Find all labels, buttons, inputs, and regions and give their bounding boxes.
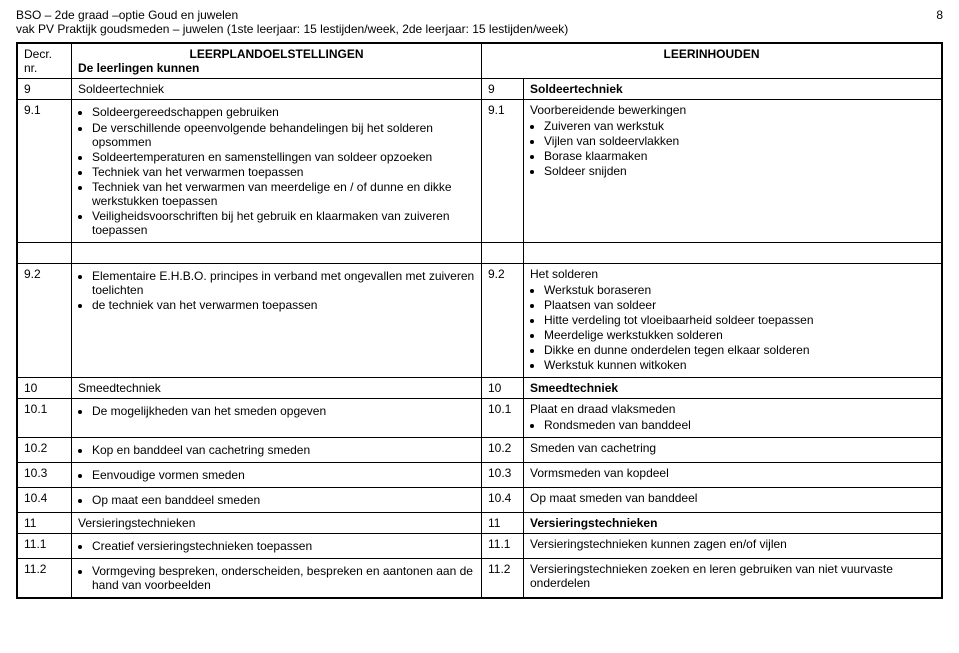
page-number: 8 [936, 8, 943, 22]
right-9-1-intro: Voorbereidende bewerkingen [530, 103, 686, 117]
header-line-2: vak PV Praktijk goudsmeden – juwelen (1s… [16, 22, 943, 36]
li-9-2-b1: Elementaire E.H.B.O. principes in verban… [92, 269, 475, 297]
nr-11-2r: 11.2 [482, 559, 524, 598]
row-9-1: 9.1 Soldeergereedschappen gebruiken De v… [18, 100, 942, 243]
right-10-3: Vormsmeden van kopdeel [524, 463, 942, 488]
right-9-2: Het solderen Werkstuk boraseren Plaatsen… [524, 264, 942, 378]
right-9-1: Voorbereidende bewerkingen Zuiveren van … [524, 100, 942, 243]
li-11-2-b1: Vormgeving bespreken, onderscheiden, bes… [92, 564, 475, 592]
nr-10r: 10 [482, 378, 524, 399]
right-9: Soldeertechniek [524, 79, 942, 100]
li-9-2-b2: de techniek van het verwarmen toepassen [92, 298, 475, 312]
li-r9-2-b2: Plaatsen van soldeer [544, 298, 935, 312]
li-10-1-b1: De mogelijkheden van het smeden opgeven [92, 404, 475, 418]
nr-10: 10 [18, 378, 72, 399]
left-11-2: Vormgeving bespreken, onderscheiden, bes… [72, 559, 482, 598]
right-10-1-l1: Plaat en draad vlaksmeden [530, 402, 675, 416]
left-10-2: Kop en banddeel van cachetring smeden [72, 438, 482, 463]
li-r9-1-b4: Soldeer snijden [544, 164, 935, 178]
nr-11r: 11 [482, 513, 524, 534]
row-11-2: 11.2 Vormgeving bespreken, onderscheiden… [18, 559, 942, 598]
table-header-row: Decr. nr. LEERPLANDOELSTELLINGEN De leer… [18, 44, 942, 79]
li-10-2-b1: Kop en banddeel van cachetring smeden [92, 443, 475, 457]
nr-10-3: 10.3 [18, 463, 72, 488]
li-9-1-b1: De verschillende opeenvolgende behandeli… [92, 121, 475, 149]
li-r9-2-b6: Werkstuk kunnen witkoken [544, 358, 935, 372]
header-right: LEERINHOUDEN [482, 44, 942, 79]
spacer-row [18, 243, 942, 264]
row-11-1: 11.1 Creatief versieringstechnieken toep… [18, 534, 942, 559]
right-9-2-intro: Het solderen [530, 267, 598, 281]
li-10-4-b1: Op maat een banddeel smeden [92, 493, 475, 507]
nr-9-2r: 9.2 [482, 264, 524, 378]
right-10-1: Plaat en draad vlaksmeden Rondsmeden van… [524, 399, 942, 438]
li-r9-2-b3: Hitte verdeling tot vloeibaarheid soldee… [544, 313, 935, 327]
nr-9: 9 [18, 79, 72, 100]
right-10: Smeedtechniek [524, 378, 942, 399]
heading-leerplandoelstellingen: LEERPLANDOELSTELLINGEN [189, 47, 363, 61]
nr-11: 11 [18, 513, 72, 534]
right-11-2: Versieringstechnieken zoeken en leren ge… [524, 559, 942, 598]
li-9-1-b5: Veiligheidsvoorschriften bij het gebruik… [92, 209, 475, 237]
curriculum-table-frame: Decr. nr. LEERPLANDOELSTELLINGEN De leer… [16, 42, 943, 599]
nr-10-2r: 10.2 [482, 438, 524, 463]
nr-11-1r: 11.1 [482, 534, 524, 559]
page-header: 8 BSO – 2de graad –optie Goud en juwelen… [16, 8, 943, 36]
left-10-1: De mogelijkheden van het smeden opgeven [72, 399, 482, 438]
header-decr-nr: Decr. nr. [18, 44, 72, 79]
row-10-4: 10.4 Op maat een banddeel smeden 10.4 Op… [18, 488, 942, 513]
li-9-1-b3: Techniek van het verwarmen toepassen [92, 165, 475, 179]
row-10-2: 10.2 Kop en banddeel van cachetring smed… [18, 438, 942, 463]
li-r9-2-b4: Meerdelige werkstukken solderen [544, 328, 935, 342]
row-10-1: 10.1 De mogelijkheden van het smeden opg… [18, 399, 942, 438]
nr-10-4r: 10.4 [482, 488, 524, 513]
li-r9-1-b1: Zuiveren van werkstuk [544, 119, 935, 133]
nr-10-3r: 10.3 [482, 463, 524, 488]
heading-leerlingen-kunnen: De leerlingen kunnen [78, 61, 199, 75]
row-11: 11 Versieringstechnieken 11 Versieringst… [18, 513, 942, 534]
right-11-1: Versieringstechnieken kunnen zagen en/of… [524, 534, 942, 559]
li-11-1-b1: Creatief versieringstechnieken toepassen [92, 539, 475, 553]
li-r9-1-b3: Borase klaarmaken [544, 149, 935, 163]
li-9-1-intro: Soldeergereedschappen gebruiken [92, 105, 475, 119]
nr-10-2: 10.2 [18, 438, 72, 463]
nr-9-1: 9.1 [18, 100, 72, 243]
li-r9-2-b1: Werkstuk boraseren [544, 283, 935, 297]
left-10-4: Op maat een banddeel smeden [72, 488, 482, 513]
row-9-2: 9.2 Elementaire E.H.B.O. principes in ve… [18, 264, 942, 378]
row-9: 9 Soldeertechniek 9 Soldeertechniek [18, 79, 942, 100]
nr-9-1r: 9.1 [482, 100, 524, 243]
nr-10-1r: 10.1 [482, 399, 524, 438]
left-10-3: Eenvoudige vormen smeden [72, 463, 482, 488]
heading-leerinhouden: LEERINHOUDEN [663, 47, 759, 61]
right-10-4: Op maat smeden van banddeel [524, 488, 942, 513]
li-r9-2-b5: Dikke en dunne onderdelen tegen elkaar s… [544, 343, 935, 357]
left-11: Versieringstechnieken [72, 513, 482, 534]
nr-9-2: 9.2 [18, 264, 72, 378]
nr-10-1: 10.1 [18, 399, 72, 438]
left-9: Soldeertechniek [72, 79, 482, 100]
nr-10-4: 10.4 [18, 488, 72, 513]
left-11-1: Creatief versieringstechnieken toepassen [72, 534, 482, 559]
right-10-2: Smeden van cachetring [524, 438, 942, 463]
row-10-3: 10.3 Eenvoudige vormen smeden 10.3 Vorms… [18, 463, 942, 488]
li-r10-1-b1: Rondsmeden van banddeel [544, 418, 935, 432]
nr-11-2: 11.2 [18, 559, 72, 598]
nr-11-1: 11.1 [18, 534, 72, 559]
left-10: Smeedtechniek [72, 378, 482, 399]
nr-9r: 9 [482, 79, 524, 100]
header-line-1: BSO – 2de graad –optie Goud en juwelen [16, 8, 943, 22]
header-left: LEERPLANDOELSTELLINGEN De leerlingen kun… [72, 44, 482, 79]
li-9-1-b2: Soldeertemperaturen en samenstellingen v… [92, 150, 475, 164]
row-10: 10 Smeedtechniek 10 Smeedtechniek [18, 378, 942, 399]
li-10-3-b1: Eenvoudige vormen smeden [92, 468, 475, 482]
left-9-2: Elementaire E.H.B.O. principes in verban… [72, 264, 482, 378]
li-9-1-b4: Techniek van het verwarmen van meerdelig… [92, 180, 475, 208]
curriculum-table: Decr. nr. LEERPLANDOELSTELLINGEN De leer… [17, 43, 942, 598]
right-11: Versieringstechnieken [524, 513, 942, 534]
li-r9-1-b2: Vijlen van soldeervlakken [544, 134, 935, 148]
left-9-1: Soldeergereedschappen gebruiken De versc… [72, 100, 482, 243]
